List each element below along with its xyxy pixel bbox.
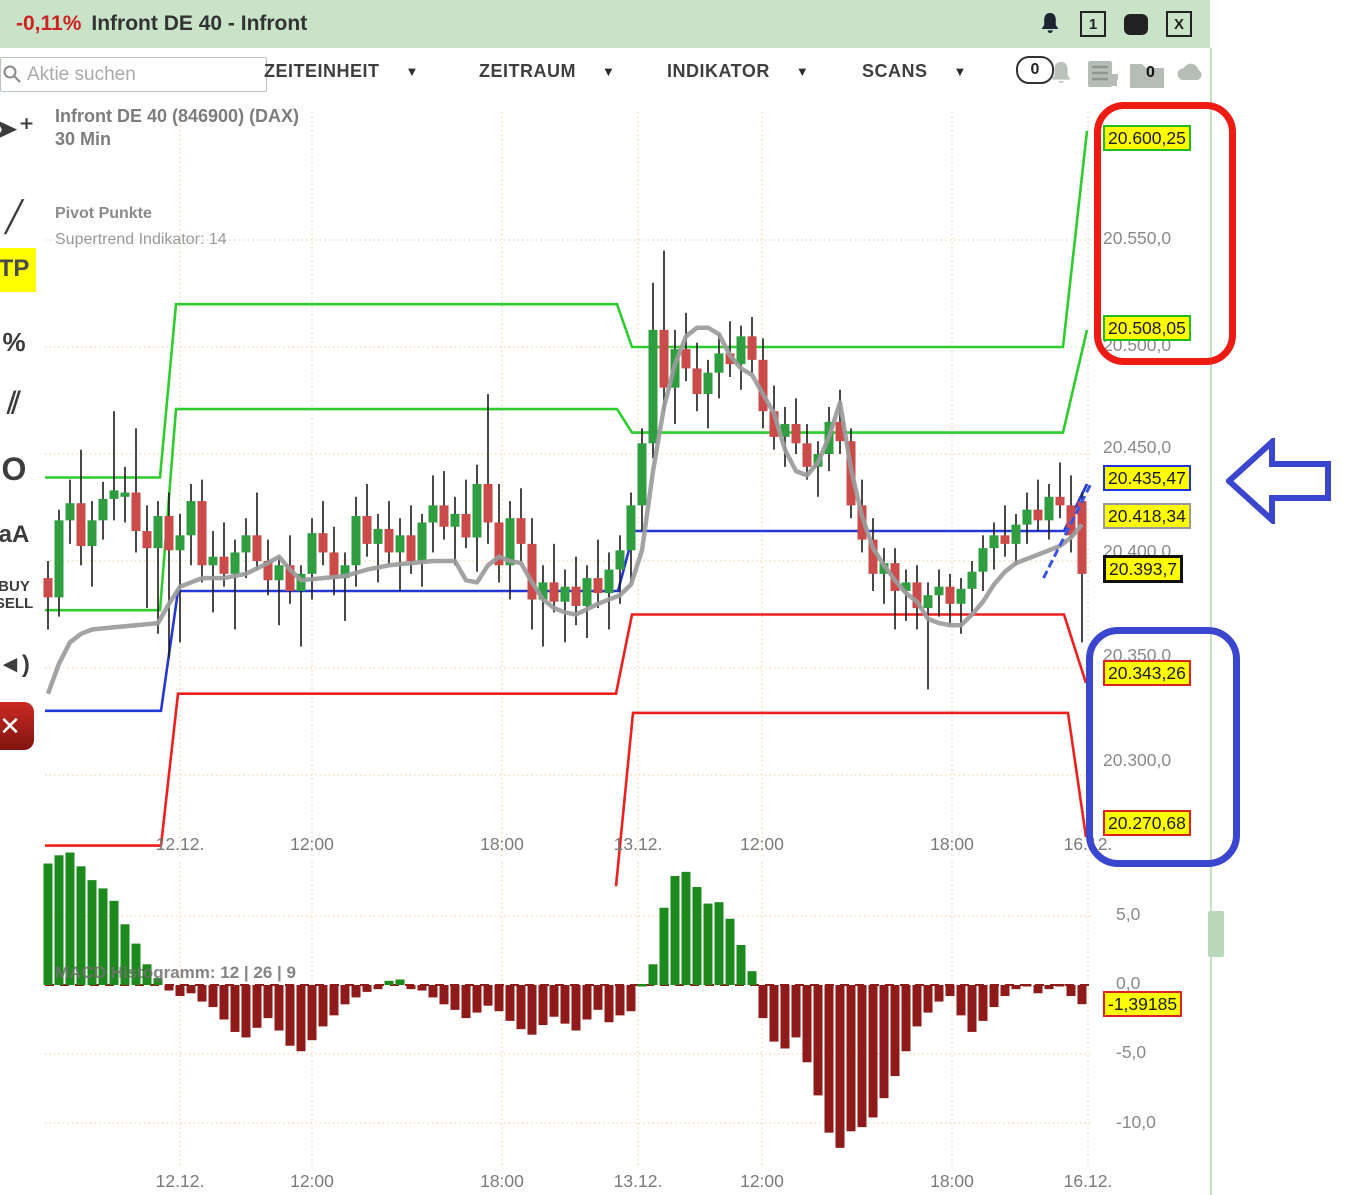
parallel-lines-tool-icon[interactable]: ⫽: [7, 387, 21, 420]
svg-text:16.12.: 16.12.: [1064, 1171, 1113, 1191]
cloud-icon[interactable]: [1174, 58, 1206, 93]
main-toolbar: ZEITEINHEIT▼ZEITRAUM▼INDIKATOR▼SCANS▼ 0 …: [0, 48, 1210, 100]
price-label: -5,0: [1116, 1041, 1147, 1062]
buy-sell-tool[interactable]: BUY SELL: [0, 578, 34, 612]
price-label: 20.435,47: [1103, 465, 1191, 491]
svg-text:12:00: 12:00: [290, 834, 334, 854]
chart-instrument-title: Infront DE 40 (846900) (DAX) 30 Min: [55, 106, 300, 149]
watchlist-add-icon[interactable]: [1086, 58, 1122, 97]
svg-text:13.12.: 13.12.: [614, 834, 663, 854]
price-label: 20.550,0: [1103, 227, 1172, 248]
drawing-tools-sidebar: ➤⁺ ╱ TP% ⫽ ΟaA BUY SELL ◄) ✕: [0, 100, 38, 800]
search-icon: [2, 64, 22, 89]
window-restore-icon[interactable]: [1124, 13, 1148, 35]
alert-counter-badge[interactable]: 0: [1016, 56, 1054, 84]
price-label: 20.393,7: [1103, 555, 1184, 583]
svg-text:18:00: 18:00: [930, 1171, 974, 1191]
window-one-button[interactable]: 1: [1080, 11, 1106, 37]
price-label: 20.350,0: [1103, 644, 1172, 665]
menu-label: SCANS: [862, 61, 928, 81]
notification-bell-icon[interactable]: [1038, 11, 1062, 37]
folder-count: 0: [1146, 64, 1155, 81]
audio-tool-icon[interactable]: ◄): [0, 651, 30, 678]
svg-text:12.12.: 12.12.: [156, 1171, 205, 1191]
svg-text:12:00: 12:00: [290, 1171, 334, 1191]
svg-text:18:00: 18:00: [480, 834, 524, 854]
scrollbar-thumb[interactable]: [1208, 911, 1224, 957]
menu-indikator[interactable]: INDIKATOR ▼: [667, 61, 809, 82]
folder-icon[interactable]: [1128, 58, 1170, 97]
scrollbar-track[interactable]: [1210, 48, 1212, 1195]
alarm-bell-icon[interactable]: [1046, 58, 1076, 95]
chevron-down-icon: ▼: [602, 64, 616, 79]
menu-scans[interactable]: SCANS ▼: [862, 61, 967, 82]
chevron-down-icon: ▼: [795, 64, 810, 79]
pivot-tool-tp[interactable]: TP: [0, 248, 36, 292]
chevron-down-icon: ▼: [953, 64, 967, 79]
search-input[interactable]: [0, 57, 267, 92]
annotation-blue-box: [1086, 627, 1240, 867]
zoom-tool-icon[interactable]: Ο: [1, 451, 27, 487]
annotation-left-arrow: [1224, 435, 1332, 529]
window-titlebar: -0,11% Infront DE 40 - Infront 1 X: [0, 0, 1210, 48]
price-label: 20.270,68: [1103, 810, 1191, 836]
svg-text:13.12.: 13.12.: [614, 1171, 663, 1191]
window-title: Infront DE 40 - Infront: [91, 12, 308, 35]
price-change-percent: -0,11%: [16, 12, 82, 35]
menu-label: INDIKATOR: [667, 61, 770, 81]
trendline-tool-icon[interactable]: ╱: [4, 201, 24, 234]
chevron-down-icon: ▼: [405, 64, 419, 79]
price-label: 20.450,0: [1103, 436, 1172, 457]
macd-params-label: MACD Histogramm: 12 | 26 | 9: [55, 963, 296, 982]
window-close-button[interactable]: X: [1166, 11, 1192, 37]
text-tool-icon[interactable]: aA: [0, 521, 30, 548]
price-label: 20.418,34: [1103, 503, 1191, 529]
indicator-label-supertrend: Supertrend Indikator: 14: [55, 231, 227, 248]
menu-zeitraum[interactable]: ZEITRAUM ▼: [479, 61, 615, 82]
price-label: 0,0: [1116, 972, 1141, 993]
price-label: -10,0: [1116, 1111, 1156, 1132]
percent-tool-icon[interactable]: %: [2, 327, 26, 357]
svg-text:12:00: 12:00: [740, 834, 784, 854]
svg-text:18:00: 18:00: [930, 834, 974, 854]
price-macd-chart[interactable]: 12.12. 12.12. 12:00 12:00 18:00 18:00 13.12. 13…: [0, 100, 1210, 1195]
annotation-red-box: [1094, 102, 1236, 365]
close-tool-button[interactable]: ✕: [0, 702, 34, 750]
price-label: 20.300,0: [1103, 749, 1172, 770]
price-label: -1,39185: [1103, 991, 1183, 1017]
price-label: 20.508,05: [1103, 315, 1191, 341]
svg-text:18:00: 18:00: [480, 1171, 524, 1191]
price-label: 20.343,26: [1103, 660, 1191, 686]
svg-text:12.12.: 12.12.: [156, 834, 205, 854]
svg-text:12:00: 12:00: [740, 1171, 784, 1191]
pointer-tool-icon[interactable]: ➤⁺: [0, 113, 35, 146]
menu-label: ZEITEINHEIT: [264, 61, 380, 81]
menu-zeiteinheit[interactable]: ZEITEINHEIT ▼: [264, 61, 419, 82]
price-label: 5,0: [1116, 903, 1141, 924]
indicator-label-pivot: Pivot Punkte: [55, 205, 152, 222]
menu-label: ZEITRAUM: [479, 61, 576, 81]
